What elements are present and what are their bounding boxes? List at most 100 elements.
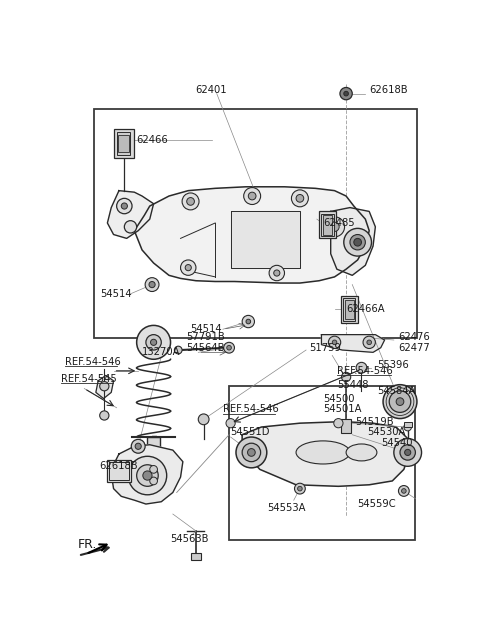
Text: 62401: 62401 — [195, 85, 227, 95]
Circle shape — [398, 486, 409, 497]
Text: 55448: 55448 — [337, 380, 368, 390]
Text: 62466: 62466 — [137, 135, 168, 145]
Circle shape — [226, 419, 235, 427]
Circle shape — [121, 203, 127, 209]
Circle shape — [328, 336, 341, 348]
Circle shape — [174, 346, 182, 354]
Bar — [322, 213, 334, 236]
Text: REF.54-546: REF.54-546 — [223, 404, 279, 414]
Circle shape — [244, 188, 261, 204]
Circle shape — [150, 466, 157, 473]
Text: 62466A: 62466A — [346, 304, 385, 314]
Ellipse shape — [296, 441, 350, 464]
Bar — [345, 300, 354, 320]
Text: REF.54-546: REF.54-546 — [65, 357, 121, 367]
Polygon shape — [230, 212, 300, 268]
Circle shape — [198, 414, 209, 425]
Circle shape — [187, 197, 194, 205]
Bar — [147, 437, 160, 470]
Circle shape — [344, 228, 372, 256]
Polygon shape — [322, 335, 384, 352]
Bar — [343, 298, 355, 321]
Circle shape — [224, 343, 234, 353]
Circle shape — [344, 91, 348, 96]
Text: 57791B: 57791B — [186, 332, 225, 342]
Text: REF.54-545: REF.54-545 — [61, 374, 117, 383]
Circle shape — [135, 443, 141, 449]
Circle shape — [227, 346, 231, 350]
Circle shape — [396, 397, 404, 406]
Text: 54519B: 54519B — [355, 417, 394, 427]
Text: 54559C: 54559C — [358, 499, 396, 509]
Polygon shape — [96, 376, 114, 399]
Polygon shape — [111, 445, 183, 504]
Circle shape — [350, 235, 365, 250]
Text: 54551D: 54551D — [230, 427, 270, 438]
Bar — [341, 419, 351, 433]
Bar — [114, 129, 133, 158]
Text: 54563B: 54563B — [170, 534, 209, 544]
Circle shape — [100, 381, 109, 391]
Circle shape — [341, 373, 351, 381]
Circle shape — [330, 222, 339, 231]
Bar — [118, 135, 129, 152]
Circle shape — [143, 471, 152, 480]
Bar — [108, 460, 131, 482]
Polygon shape — [108, 190, 154, 238]
Bar — [319, 212, 336, 238]
Circle shape — [354, 238, 361, 246]
Polygon shape — [134, 187, 369, 283]
Text: 54514: 54514 — [100, 289, 132, 299]
Circle shape — [332, 340, 337, 344]
Text: 55396: 55396 — [377, 360, 408, 371]
Circle shape — [242, 316, 254, 328]
Circle shape — [296, 194, 304, 202]
Polygon shape — [242, 422, 409, 486]
Circle shape — [145, 278, 159, 291]
Circle shape — [128, 456, 167, 495]
Circle shape — [295, 483, 305, 494]
Circle shape — [274, 270, 280, 276]
Circle shape — [131, 440, 145, 453]
Circle shape — [242, 443, 261, 462]
Text: 54500: 54500 — [323, 394, 355, 404]
Bar — [109, 462, 129, 480]
Text: 62618B: 62618B — [369, 85, 408, 95]
Ellipse shape — [346, 444, 377, 461]
Circle shape — [402, 489, 406, 493]
Circle shape — [185, 265, 192, 271]
Text: 54540: 54540 — [381, 438, 412, 448]
Text: 54553A: 54553A — [267, 503, 306, 513]
Text: 54564B: 54564B — [186, 343, 225, 353]
Text: 54501A: 54501A — [323, 404, 361, 414]
Bar — [117, 132, 131, 155]
Circle shape — [117, 198, 132, 213]
Circle shape — [404, 423, 411, 431]
Bar — [323, 215, 332, 235]
Circle shape — [180, 260, 196, 275]
Text: 62477: 62477 — [398, 343, 430, 353]
Circle shape — [182, 193, 199, 210]
Circle shape — [405, 449, 411, 456]
Circle shape — [269, 265, 285, 281]
Text: 51759: 51759 — [309, 343, 341, 353]
Circle shape — [137, 465, 158, 486]
Circle shape — [324, 217, 345, 237]
Circle shape — [248, 449, 255, 456]
Bar — [191, 553, 201, 560]
Text: 62476: 62476 — [398, 332, 430, 342]
Circle shape — [383, 385, 417, 419]
Bar — [94, 109, 417, 339]
Circle shape — [149, 282, 155, 288]
Circle shape — [124, 220, 137, 233]
Circle shape — [367, 340, 372, 344]
Circle shape — [146, 335, 161, 350]
Text: REF.54-546: REF.54-546 — [337, 366, 393, 376]
Circle shape — [356, 362, 367, 373]
Circle shape — [291, 190, 308, 207]
Text: 62485: 62485 — [323, 218, 355, 228]
Circle shape — [151, 339, 156, 346]
Circle shape — [150, 477, 157, 485]
Circle shape — [340, 88, 352, 100]
Circle shape — [400, 445, 415, 460]
